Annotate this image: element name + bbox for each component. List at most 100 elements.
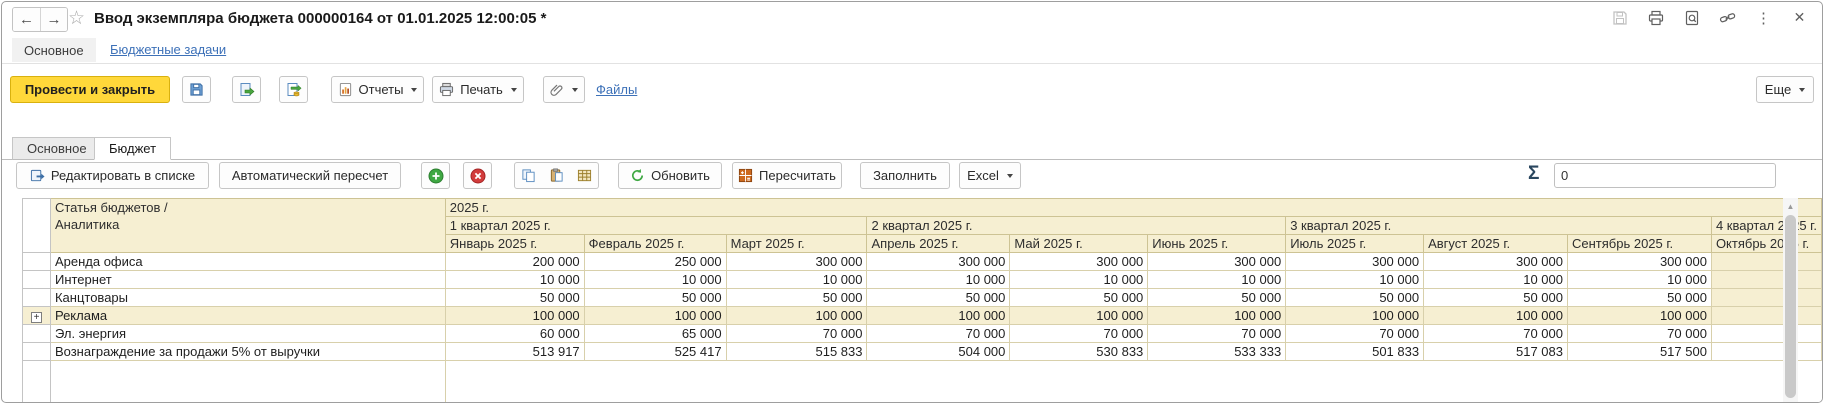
value-cell-r4-c3[interactable]: 100 000 [725, 306, 868, 325]
value-cell-r2-c4[interactable]: 10 000 [866, 270, 1011, 289]
value-cell-r5-c1[interactable]: 60 000 [444, 324, 585, 343]
value-cell-r4-c8[interactable]: 100 000 [1423, 306, 1568, 325]
value-cell-r2-c6[interactable]: 10 000 [1147, 270, 1287, 289]
value-cell-r1-c4[interactable]: 300 000 [866, 252, 1011, 271]
value-cell-r1-c6[interactable]: 300 000 [1147, 252, 1287, 271]
scroll-up-icon[interactable]: ▲ [1786, 201, 1795, 211]
value-cell-r4-c6[interactable]: 100 000 [1147, 306, 1287, 325]
edit-in-list-button[interactable]: Редактировать в списке [16, 162, 209, 189]
value-cell-r6-c3[interactable]: 515 833 [725, 342, 868, 361]
value-cell-r5-c3[interactable]: 70 000 [725, 324, 868, 343]
more-menu-icon[interactable]: ⋮ [1756, 9, 1771, 27]
reports-button[interactable]: Отчеты [331, 76, 424, 103]
save-button[interactable] [182, 76, 211, 103]
value-cell-r1-c5[interactable]: 300 000 [1009, 252, 1149, 271]
value-cell-r1-c7[interactable]: 300 000 [1285, 252, 1425, 271]
value-cell-r2-c1[interactable]: 10 000 [444, 270, 585, 289]
value-cell-r1-c2[interactable]: 250 000 [583, 252, 727, 271]
value-cell-r1-c1[interactable]: 200 000 [444, 252, 585, 271]
more-button[interactable]: Еще [1756, 76, 1814, 103]
value-cell-r2-c8[interactable]: 10 000 [1423, 270, 1568, 289]
value-cell-r3-c6[interactable]: 50 000 [1147, 288, 1287, 307]
post-and-close-button[interactable]: Провести и закрыть [10, 76, 170, 103]
month-header-1[interactable]: Январь 2025 г. [444, 234, 585, 253]
value-cell-r6-c4[interactable]: 504 000 [866, 342, 1011, 361]
month-header-4[interactable]: Апрель 2025 г. [866, 234, 1011, 253]
expand-toggle[interactable]: + [22, 306, 51, 325]
delete-row-button[interactable] [463, 162, 492, 189]
fill-button[interactable]: Заполнить [860, 162, 950, 189]
forward-button[interactable]: → [40, 8, 67, 31]
auto-recalc-button[interactable]: Автоматический пересчет [219, 162, 401, 189]
month-header-9[interactable]: Сентябрь 2025 г. [1567, 234, 1712, 253]
preview-icon[interactable] [1683, 9, 1700, 26]
recalculate-button[interactable]: Пересчитать [732, 162, 842, 189]
value-cell-r5-c5[interactable]: 70 000 [1009, 324, 1149, 343]
article-cell[interactable]: Вознаграждение за продажи 5% от выручки [49, 342, 446, 361]
value-cell-r2-c3[interactable]: 10 000 [725, 270, 868, 289]
value-cell-r6-c6[interactable]: 533 333 [1147, 342, 1287, 361]
value-cell-r2-c5[interactable]: 10 000 [1009, 270, 1149, 289]
value-cell-r5-c8[interactable]: 70 000 [1423, 324, 1568, 343]
value-cell-r6-october[interactable] [1710, 342, 1822, 361]
value-cell-r5-c2[interactable]: 65 000 [583, 324, 727, 343]
value-cell-r6-c8[interactable]: 517 083 [1423, 342, 1568, 361]
attachments-button[interactable] [543, 76, 585, 103]
value-cell-r3-c5[interactable]: 50 000 [1009, 288, 1149, 307]
sum-field[interactable] [1554, 163, 1776, 188]
quarter-header-3[interactable]: 3 квартал 2025 г. [1285, 216, 1712, 235]
post-button[interactable] [232, 76, 261, 103]
value-cell-r1-october[interactable] [1710, 252, 1822, 271]
value-cell-r5-c9[interactable]: 70 000 [1567, 324, 1712, 343]
scrollbar-thumb[interactable] [1785, 215, 1796, 398]
month-header-10[interactable]: Октябрь 2025 г. [1710, 234, 1822, 253]
year-header[interactable]: 2025 г. [444, 198, 1822, 217]
value-cell-r2-c9[interactable]: 10 000 [1567, 270, 1712, 289]
value-cell-r1-c9[interactable]: 300 000 [1567, 252, 1712, 271]
value-cell-r5-october[interactable] [1710, 324, 1822, 343]
back-button[interactable]: ← [13, 8, 40, 31]
excel-button[interactable]: Excel [959, 162, 1021, 189]
article-cell[interactable]: Аренда офиса [49, 252, 446, 271]
favorite-star-icon[interactable]: ☆ [68, 8, 86, 29]
article-cell[interactable]: Эл. энергия [49, 324, 446, 343]
value-cell-r3-c4[interactable]: 50 000 [866, 288, 1011, 307]
month-header-6[interactable]: Июнь 2025 г. [1147, 234, 1287, 253]
value-cell-r3-c8[interactable]: 50 000 [1423, 288, 1568, 307]
month-header-7[interactable]: Июль 2025 г. [1285, 234, 1425, 253]
quarter-header-2[interactable]: 2 квартал 2025 г. [866, 216, 1287, 235]
value-cell-r6-c5[interactable]: 530 833 [1009, 342, 1149, 361]
value-cell-r4-october[interactable] [1710, 306, 1822, 325]
value-cell-r3-c2[interactable]: 50 000 [583, 288, 727, 307]
month-header-5[interactable]: Май 2025 г. [1009, 234, 1149, 253]
add-row-button[interactable] [421, 162, 450, 189]
article-cell[interactable]: Канцтовары [49, 288, 446, 307]
value-cell-r4-c1[interactable]: 100 000 [444, 306, 585, 325]
files-link[interactable]: Файлы [596, 82, 638, 97]
article-column-header[interactable]: Статья бюджетов / Аналитика [49, 198, 446, 253]
value-cell-r4-c5[interactable]: 100 000 [1009, 306, 1149, 325]
value-cell-r5-c6[interactable]: 70 000 [1147, 324, 1287, 343]
article-cell[interactable]: Реклама [49, 306, 446, 325]
vertical-scrollbar[interactable]: ▲ [1783, 198, 1798, 402]
tab-main[interactable]: Основное [12, 137, 102, 160]
quarter-header-4[interactable]: 4 квартал 2025 г. [1710, 216, 1822, 235]
paste-button[interactable] [542, 162, 571, 189]
value-cell-r4-c9[interactable]: 100 000 [1567, 306, 1712, 325]
value-cell-r3-c1[interactable]: 50 000 [444, 288, 585, 307]
value-cell-r5-c7[interactable]: 70 000 [1285, 324, 1425, 343]
copy-button[interactable] [514, 162, 543, 189]
value-cell-r3-october[interactable] [1710, 288, 1822, 307]
value-cell-r3-c9[interactable]: 50 000 [1567, 288, 1712, 307]
value-cell-r6-c9[interactable]: 517 500 [1567, 342, 1712, 361]
refresh-button[interactable]: Обновить [618, 162, 722, 189]
value-cell-r6-c2[interactable]: 525 417 [583, 342, 727, 361]
month-header-8[interactable]: Август 2025 г. [1423, 234, 1568, 253]
value-cell-r3-c7[interactable]: 50 000 [1285, 288, 1425, 307]
save-icon[interactable] [1611, 9, 1628, 26]
print-icon[interactable] [1647, 9, 1664, 26]
value-cell-r4-c4[interactable]: 100 000 [866, 306, 1011, 325]
value-cell-r2-c7[interactable]: 10 000 [1285, 270, 1425, 289]
nav-main[interactable]: Основное [12, 38, 96, 62]
tab-budget[interactable]: Бюджет [94, 137, 172, 160]
